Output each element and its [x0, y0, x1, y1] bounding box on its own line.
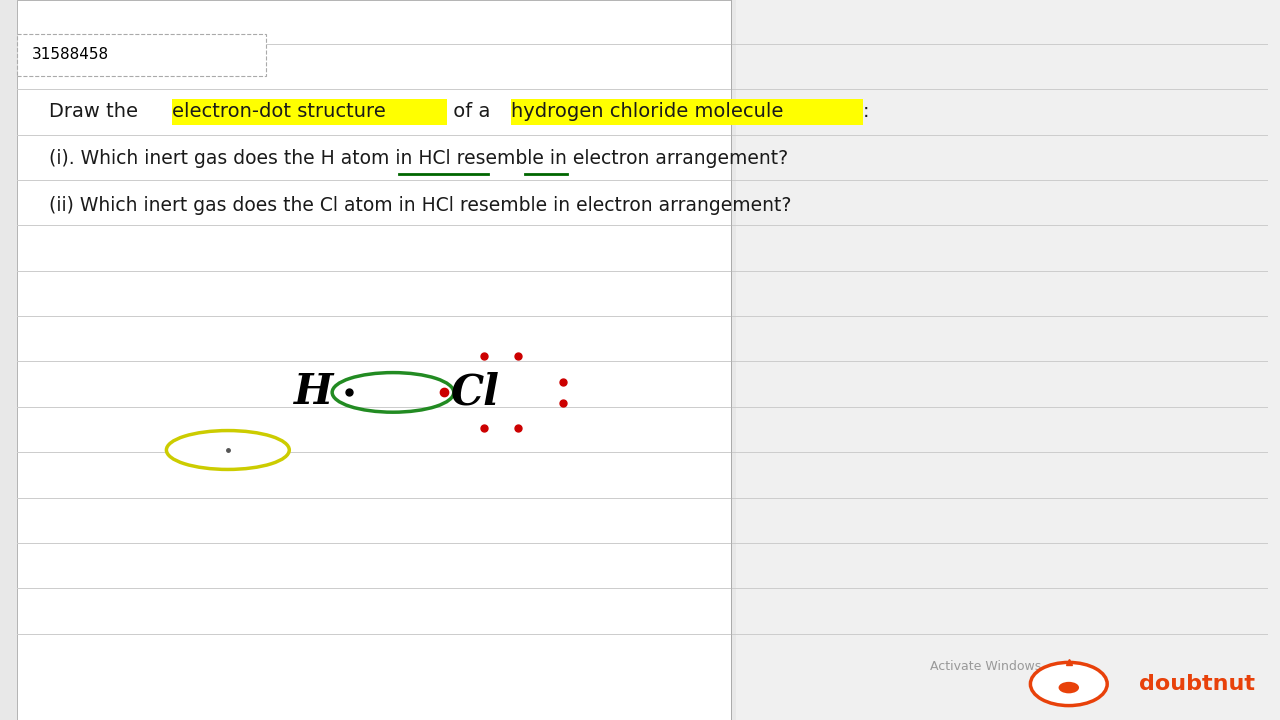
FancyBboxPatch shape — [17, 0, 731, 720]
Text: doubtnut: doubtnut — [1139, 674, 1256, 694]
FancyBboxPatch shape — [172, 99, 447, 125]
Circle shape — [1030, 662, 1107, 706]
Text: of a: of a — [447, 102, 497, 121]
Text: (i). Which inert gas does the H atom in HCl resemble in electron arrangement?: (i). Which inert gas does the H atom in … — [49, 149, 787, 168]
Ellipse shape — [166, 431, 289, 469]
Text: (ii) Which inert gas does the Cl atom in HCl resemble in electron arrangement?: (ii) Which inert gas does the Cl atom in… — [49, 196, 791, 215]
Text: Activate Windows: Activate Windows — [931, 660, 1041, 672]
Text: 31588458: 31588458 — [32, 48, 109, 62]
FancyBboxPatch shape — [736, 0, 1280, 720]
Circle shape — [1059, 682, 1079, 693]
Text: Draw the: Draw the — [49, 102, 143, 121]
Text: H: H — [294, 372, 333, 413]
FancyBboxPatch shape — [17, 34, 266, 76]
Text: Cl: Cl — [451, 372, 499, 413]
Text: electron-dot structure: electron-dot structure — [172, 102, 385, 121]
Text: :: : — [863, 102, 869, 121]
Text: hydrogen chloride molecule: hydrogen chloride molecule — [512, 102, 783, 121]
FancyBboxPatch shape — [512, 99, 863, 125]
